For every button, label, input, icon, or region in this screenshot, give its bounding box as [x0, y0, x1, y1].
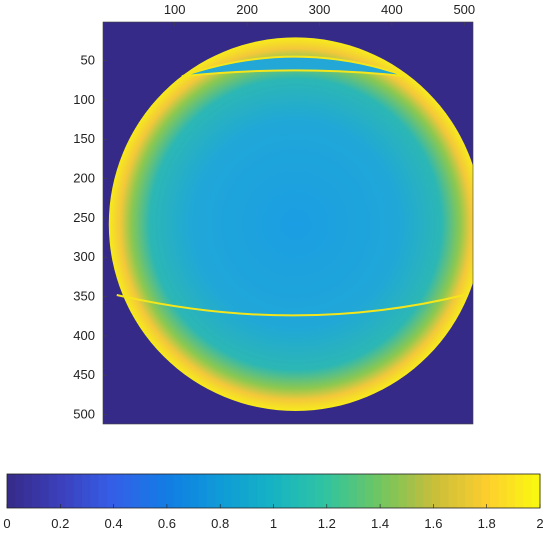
colorbar: 0 0.2 0.4 0.6 0.8 1 1.2 1.4 1.6 1.8 2: [3, 473, 544, 531]
colorbar-segment: [348, 474, 358, 508]
colorbar-segment: [290, 474, 300, 508]
colorbar-segment: [231, 474, 241, 508]
colorbar-segment: [315, 474, 325, 508]
y-tick-label: 400: [73, 328, 95, 343]
colorbar-segment: [106, 474, 116, 508]
colorbar-segment: [373, 474, 383, 508]
colorbar-tick-label: 0.4: [105, 516, 123, 531]
top-cap-band: [181, 55, 407, 78]
colorbar-segment: [473, 474, 483, 508]
x-tick-label: 500: [453, 2, 475, 17]
y-tick-label: 150: [73, 131, 95, 146]
y-tick-label: 500: [73, 407, 95, 422]
colorbar-tick-label: 1.8: [478, 516, 496, 531]
colorbar-segment: [123, 474, 133, 508]
colorbar-segment: [156, 474, 166, 508]
colorbar-segment: [256, 474, 266, 508]
horizontal-seam: [116, 294, 465, 317]
colorbar-segment: [148, 474, 158, 508]
colorbar-segment: [481, 474, 491, 508]
image-field: [108, 37, 473, 411]
colorbar-segment: [506, 474, 516, 508]
colorbar-tick-label: 1: [270, 516, 277, 531]
colorbar-segment: [456, 474, 466, 508]
colorbar-segment: [173, 474, 183, 508]
x-tick-label: 400: [381, 2, 403, 17]
y-axis: 50 100 150 200 250 300 350 400 450 500: [73, 53, 107, 422]
colorbar-segment: [165, 474, 175, 508]
colorbar-segment: [40, 474, 50, 508]
colorbar-tick-label: 0.6: [158, 516, 176, 531]
colorbar-segment: [281, 474, 291, 508]
colorbar-segment: [65, 474, 75, 508]
colorbar-segment: [131, 474, 141, 508]
colorbar-segment: [7, 474, 16, 508]
colorbar-segment: [440, 474, 449, 508]
colorbar-tick-label: 2: [536, 516, 543, 531]
colorbar-segment: [115, 474, 125, 508]
colorbar-segment: [490, 474, 499, 508]
colorbar-segment: [298, 474, 308, 508]
y-tick-label: 100: [73, 92, 95, 107]
colorbar-tick-label: 0.2: [51, 516, 69, 531]
y-tick-label: 350: [73, 289, 95, 304]
colorbar-segment: [15, 474, 25, 508]
colorbar-segment: [31, 474, 41, 508]
colorbar-segment: [465, 474, 474, 508]
colorbar-segment: [248, 474, 258, 508]
colorbar-segment: [415, 474, 425, 508]
colorbar-segment: [98, 474, 108, 508]
colorbar-segment: [140, 474, 150, 508]
colorbar-segment: [523, 474, 533, 508]
colorbar-segment: [323, 474, 333, 508]
colorbar-tick-label: 1.4: [371, 516, 389, 531]
colorbar-segment: [90, 474, 100, 508]
x-tick-label: 200: [236, 2, 258, 17]
colorbar-segment: [423, 474, 433, 508]
sphere-region: [108, 37, 473, 411]
colorbar-segment: [531, 474, 541, 508]
colorbar-segment: [406, 474, 416, 508]
y-tick-label: 50: [81, 53, 95, 68]
colorbar-segment: [265, 474, 275, 508]
colorbar-segment: [381, 474, 391, 508]
colorbar-segment: [181, 474, 191, 508]
colorbar-segment: [398, 474, 408, 508]
x-tick-label: 300: [309, 2, 331, 17]
colorbar-segment: [273, 474, 283, 508]
x-axis: 100 200 300 400 500: [164, 2, 475, 26]
colorbar-segment: [206, 474, 216, 508]
colorbar-segment: [306, 474, 316, 508]
colorbar-segment: [356, 474, 366, 508]
colorbar-segment: [56, 474, 66, 508]
colorbar-segment: [198, 474, 208, 508]
colorbar-segment: [48, 474, 58, 508]
colorbar-segment: [73, 474, 83, 508]
colorbar-tick-label: 1.2: [318, 516, 336, 531]
colorbar-tick-label: 0.8: [211, 516, 229, 531]
colorbar-segment: [448, 474, 458, 508]
colorbar-segment: [390, 474, 400, 508]
y-tick-label: 300: [73, 249, 95, 264]
colorbar-segment: [365, 474, 375, 508]
colorbar-segment: [190, 474, 200, 508]
plot-border: [102, 21, 474, 425]
colorbar-tick-label: 1.6: [424, 516, 442, 531]
colorbar-segment: [215, 474, 225, 508]
colorbar-segment: [431, 474, 441, 508]
y-tick-label: 250: [73, 210, 95, 225]
y-tick-label: 450: [73, 367, 95, 382]
colorbar-tick-label: 0: [3, 516, 10, 531]
colorbar-segment: [23, 474, 33, 508]
colorbar-segment: [515, 474, 524, 508]
colorbar-segment: [331, 474, 341, 508]
colorbar-segment: [81, 474, 91, 508]
colorbar-segment: [498, 474, 508, 508]
y-tick-label: 200: [73, 171, 95, 186]
colorbar-segment: [340, 474, 350, 508]
x-tick-label: 100: [164, 2, 186, 17]
colorbar-segment: [223, 474, 233, 508]
colorbar-segment: [240, 474, 250, 508]
